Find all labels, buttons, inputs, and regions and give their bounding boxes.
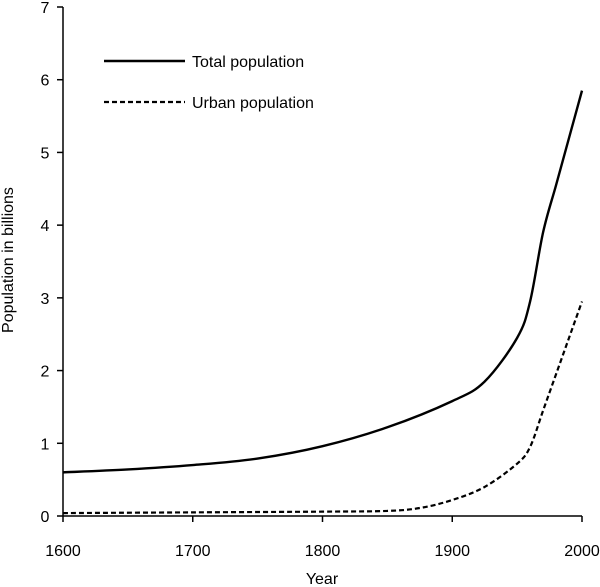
y-tick-label: 1 bbox=[41, 436, 50, 453]
y-tick-label: 6 bbox=[41, 73, 50, 90]
legend: Total population Urban population bbox=[104, 54, 314, 112]
y-tick-label: 4 bbox=[41, 218, 50, 235]
x-tick-label: 2000 bbox=[564, 543, 600, 560]
total-population-line bbox=[62, 90, 584, 474]
x-tick-label: 1700 bbox=[175, 543, 211, 560]
x-axis-label: Year bbox=[306, 571, 339, 587]
y-tick-label: 0 bbox=[41, 509, 50, 526]
y-tick-label: 3 bbox=[41, 291, 50, 308]
legend-label: Urban population bbox=[192, 95, 314, 112]
x-tick-label: 1600 bbox=[45, 543, 81, 560]
x-tick-label: 1900 bbox=[434, 543, 470, 560]
legend-label: Total population bbox=[192, 54, 304, 71]
axes: 0 1 2 3 4 5 6 7 1600 1700 1800 1900 2000 bbox=[41, 0, 600, 560]
x-tick-label: 1800 bbox=[305, 543, 341, 560]
series-layer bbox=[62, 90, 584, 515]
urban-population-line bbox=[62, 301, 584, 515]
y-tick-label: 5 bbox=[41, 145, 50, 162]
y-axis-label: Population in billions bbox=[0, 187, 17, 333]
y-tick-label: 7 bbox=[41, 0, 50, 17]
y-tick-label: 2 bbox=[41, 364, 50, 381]
